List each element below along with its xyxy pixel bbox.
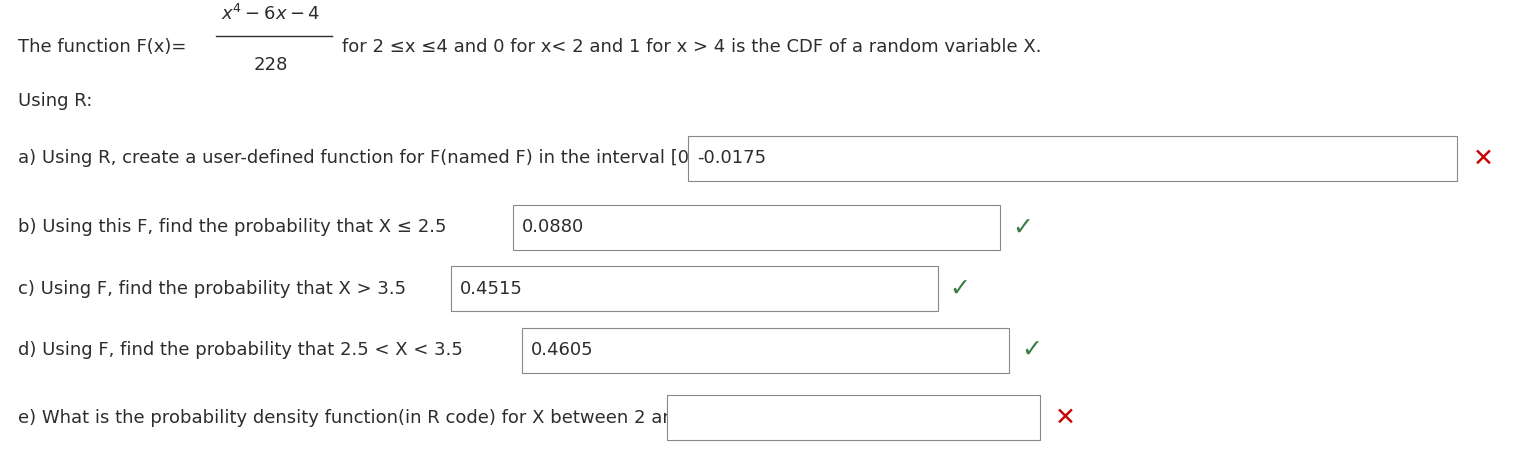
FancyBboxPatch shape <box>667 395 1040 440</box>
Text: ✓: ✓ <box>1012 215 1033 239</box>
Text: c) Using F, find the probability that X > 3.5: c) Using F, find the probability that X … <box>18 280 406 298</box>
Text: 0.4515: 0.4515 <box>460 280 522 298</box>
Text: ✕: ✕ <box>1473 146 1495 171</box>
Text: 0.4605: 0.4605 <box>531 341 594 359</box>
Text: a) Using R, create a user-defined function for F(named F) in the interval [0,∞).: a) Using R, create a user-defined functi… <box>18 149 723 167</box>
FancyBboxPatch shape <box>688 136 1457 181</box>
Text: d) Using F, find the probability that 2.5 < X < 3.5: d) Using F, find the probability that 2.… <box>18 341 463 359</box>
Text: -0.0175: -0.0175 <box>697 149 766 167</box>
Text: Using R:: Using R: <box>18 92 93 110</box>
FancyBboxPatch shape <box>522 328 1009 373</box>
Text: for 2 ≤x ≤4 and 0 for x< 2 and 1 for x > 4 is the CDF of a random variable X.: for 2 ≤x ≤4 and 0 for x< 2 and 1 for x >… <box>342 38 1043 56</box>
Text: ✓: ✓ <box>1021 338 1043 362</box>
Text: 0.0880: 0.0880 <box>522 218 584 236</box>
Text: $x^4 - 6x -4$: $x^4 - 6x -4$ <box>221 4 321 23</box>
Text: e) What is the probability density function(in R code) for X between 2 and 4 ?: e) What is the probability density funct… <box>18 409 718 427</box>
Text: ✕: ✕ <box>1055 405 1076 430</box>
Text: The function F(x)=: The function F(x)= <box>18 38 187 56</box>
FancyBboxPatch shape <box>451 266 938 311</box>
Text: 228: 228 <box>254 56 288 74</box>
Text: ✓: ✓ <box>950 277 971 301</box>
Text: b) Using this F, find the probability that X ≤ 2.5: b) Using this F, find the probability th… <box>18 218 447 236</box>
FancyBboxPatch shape <box>513 205 1000 250</box>
